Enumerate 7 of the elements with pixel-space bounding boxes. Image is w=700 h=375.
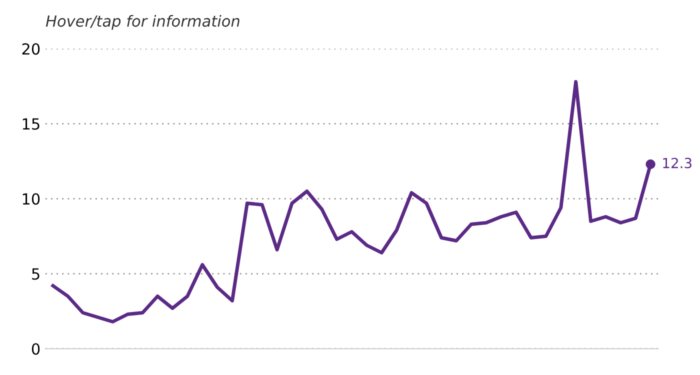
y-tick-label: 20 bbox=[22, 43, 40, 55]
y-tick-label: 10 bbox=[22, 193, 40, 205]
chart-subtitle: Hover/tap for information bbox=[46, 15, 240, 30]
y-tick-label: 5 bbox=[32, 268, 40, 280]
y-tick-label: 15 bbox=[22, 118, 40, 130]
data-label: 12.3 bbox=[663, 158, 692, 168]
y-tick-label: 0 bbox=[32, 343, 40, 355]
